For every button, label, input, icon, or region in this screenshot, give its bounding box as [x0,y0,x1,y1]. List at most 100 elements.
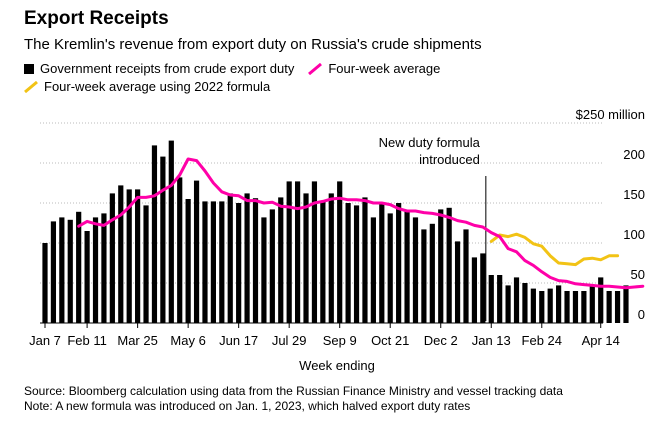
bar [429,223,435,323]
y-tick-label: $250 million [576,107,645,122]
bar [572,291,579,323]
bar [177,177,183,323]
x-tick-label: Mar 25 [117,333,157,348]
legend-item-avg2022: Four-week average using 2022 formula [24,79,270,94]
x-tick-label: Jan 13 [472,333,511,348]
bar [202,201,208,323]
bar [160,156,166,323]
bar [623,285,629,323]
bar [421,229,427,323]
legend-bar-swatch [24,63,34,74]
bar [193,180,200,323]
bar [379,203,385,323]
legend-bars-label: Government receipts from crude export du… [40,61,295,76]
legend-avg-swatch [308,62,323,75]
bar [412,217,419,323]
bar [353,205,360,323]
x-tick-label: Dec 2 [424,333,458,348]
legend-avg2022-swatch [24,80,38,93]
x-tick-label: May 6 [170,333,205,348]
bar [328,193,334,323]
formula-note: Note: A new formula was introduced on Ja… [24,399,471,413]
bar [337,181,343,323]
source-note: Source: Bloomberg calculation using data… [24,384,563,398]
bar [463,229,469,323]
bar [581,291,587,323]
bar [471,257,478,323]
bar [118,185,124,323]
annotation-text-line2: introduced [419,152,480,167]
bar [446,207,452,323]
bar [126,189,132,323]
bar [530,288,536,323]
bar [67,219,73,323]
bar [387,213,393,323]
bar [589,284,595,323]
bar [606,291,612,323]
bar [303,193,309,323]
x-axis-label: Week ending [299,358,375,373]
bar [210,201,216,323]
series-line-four-week-average [77,157,645,290]
bar [236,203,242,323]
bar [454,241,461,323]
legend-avg2022-label: Four-week average using 2022 formula [44,79,271,94]
bar [404,211,410,323]
bar [438,209,444,323]
bar [59,217,65,323]
annotation-text-line1: New duty formula [379,135,481,150]
bar [135,189,141,323]
bar [269,209,275,323]
bar [488,275,494,323]
series-line-avg-2022-formula [489,232,620,267]
bar [564,291,570,323]
bar [311,181,318,323]
x-tick-label: Apr 14 [582,333,620,348]
bar [227,193,233,323]
bar [278,197,284,323]
bar [505,285,511,323]
bar [547,288,553,323]
bar [92,217,99,323]
x-tick-label: Feb 11 [67,333,107,348]
bar [480,253,486,323]
bar [185,199,191,323]
bar [42,243,48,323]
bar [370,217,376,323]
bar [286,181,292,323]
x-tick-label: Feb 24 [522,333,562,348]
y-tick-label: 200 [623,147,645,162]
y-tick-label: 0 [638,307,645,322]
bar [295,181,301,323]
x-tick-label: Sep 9 [323,333,357,348]
x-tick-label: Jun 17 [219,333,258,348]
bar [362,197,368,323]
bar [76,211,82,323]
bar [252,198,259,323]
bar [109,193,115,323]
chart-subtitle: The Kremlin's revenue from export duty o… [24,36,482,53]
bar [101,213,107,323]
bar [396,203,402,323]
bar [614,291,621,323]
bar [539,291,545,323]
legend-row-2: Four-week average using 2022 formula [24,79,284,94]
bar [84,231,90,323]
bar [50,221,57,323]
bar [497,275,503,323]
legend-item-avg: Four-week average [308,61,440,76]
bar [168,140,174,323]
bar [219,201,225,323]
bar [320,201,326,323]
bar [345,203,351,323]
x-tick-label: Jul 29 [272,333,307,348]
legend-avg-label: Four-week average [328,61,441,76]
legend-item-bars: Government receipts from crude export du… [24,61,294,76]
bar [143,205,149,323]
x-tick-label: Jan 7 [29,333,61,348]
bar [244,193,250,323]
bar [151,145,158,323]
bar [556,285,562,323]
bar [598,277,604,323]
chart-title: Export Receipts [24,8,169,29]
